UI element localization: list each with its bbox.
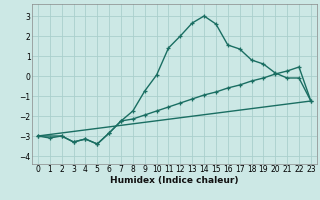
X-axis label: Humidex (Indice chaleur): Humidex (Indice chaleur) — [110, 176, 239, 185]
